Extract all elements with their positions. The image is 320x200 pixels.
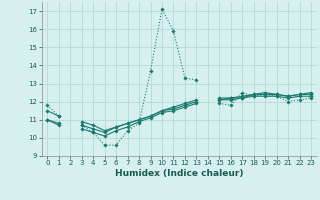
X-axis label: Humidex (Indice chaleur): Humidex (Indice chaleur) [115, 169, 244, 178]
